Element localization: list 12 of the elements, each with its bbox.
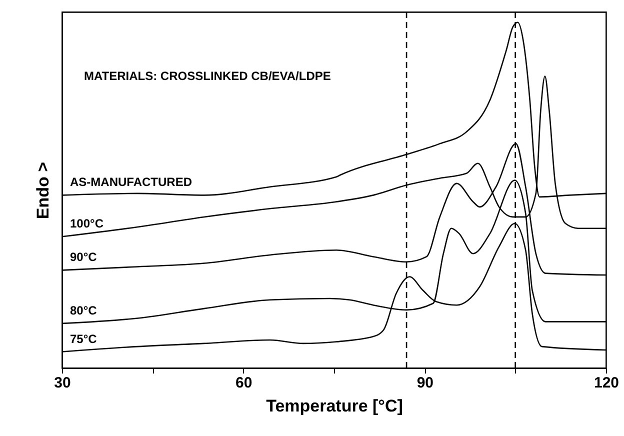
series-label: 80°C <box>70 303 98 318</box>
series-label: 90°C <box>70 250 98 264</box>
y-axis-title: Endo > <box>34 162 52 220</box>
x-tick-label: 30 <box>54 374 71 392</box>
series-label: AS-MANUFACTURED <box>70 175 192 190</box>
series-label: 75°C <box>70 332 98 346</box>
annotation: MATERIALS: CROSSLINKED CB/EVA/LDPE <box>84 69 331 83</box>
x-tick-label: 60 <box>235 374 252 392</box>
x-tick-label: 120 <box>594 374 620 392</box>
x-tick-label: 90 <box>416 374 434 392</box>
series-label: 100°C <box>70 216 104 231</box>
x-axis-title: Temperature [°C] <box>266 396 403 416</box>
